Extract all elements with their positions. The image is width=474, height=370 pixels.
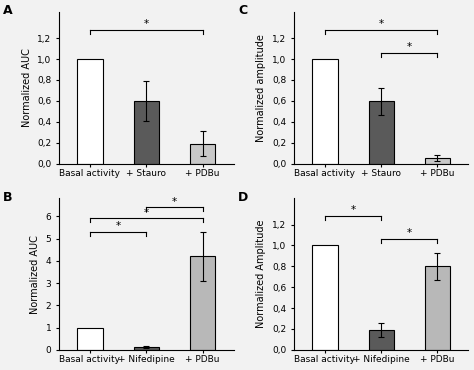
- Text: *: *: [116, 221, 121, 231]
- Text: C: C: [238, 4, 247, 17]
- Y-axis label: Normalized amplitude: Normalized amplitude: [256, 34, 266, 142]
- Bar: [190, 256, 215, 350]
- Bar: [425, 158, 450, 164]
- Bar: [425, 266, 450, 350]
- Text: *: *: [407, 42, 412, 52]
- Bar: [77, 327, 103, 350]
- Y-axis label: Normalized AUC: Normalized AUC: [30, 235, 40, 314]
- Text: D: D: [238, 191, 248, 204]
- Text: *: *: [407, 228, 412, 238]
- Bar: [312, 59, 337, 164]
- Bar: [368, 330, 394, 350]
- Text: *: *: [379, 19, 384, 29]
- Y-axis label: Normalized AUC: Normalized AUC: [21, 48, 32, 127]
- Bar: [368, 101, 394, 164]
- Bar: [77, 59, 103, 164]
- Bar: [190, 144, 215, 164]
- Text: B: B: [3, 191, 13, 204]
- Text: *: *: [172, 196, 177, 206]
- Text: *: *: [350, 205, 356, 215]
- Y-axis label: Normalized Amplitude: Normalized Amplitude: [256, 220, 266, 329]
- Text: *: *: [144, 208, 149, 218]
- Bar: [134, 347, 159, 350]
- Text: A: A: [3, 4, 13, 17]
- Bar: [134, 101, 159, 164]
- Text: *: *: [144, 19, 149, 29]
- Bar: [312, 245, 337, 350]
